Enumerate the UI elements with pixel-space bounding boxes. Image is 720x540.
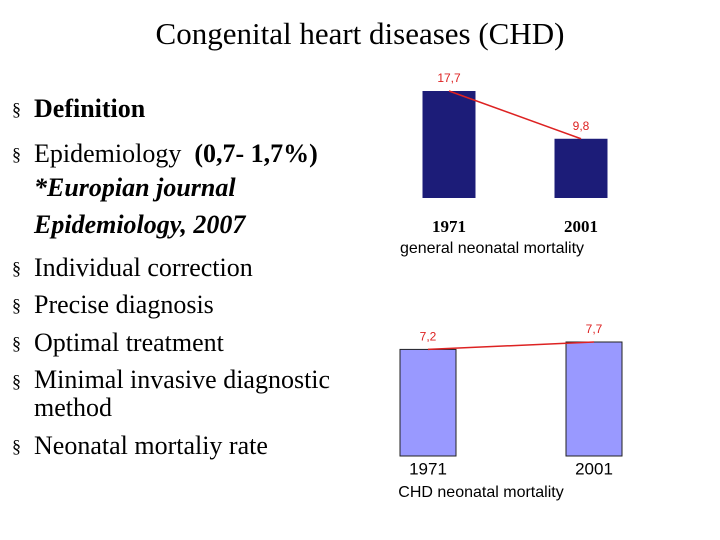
category-label: 1971 [409, 459, 447, 478]
bar [422, 91, 476, 198]
bullet: § Epidemiology (0,7- 1,7%) *Europian journ… [12, 139, 414, 243]
value-label: 17,7 [437, 71, 461, 85]
bullet: § Neonatal mortaliy rate [12, 431, 364, 461]
value-label: 7,2 [420, 330, 437, 344]
bar [565, 341, 623, 457]
trend-line [427, 341, 595, 351]
bullet-text: Precise diagnosis [34, 290, 214, 319]
x-axis-title: general neonatal mortality [400, 240, 584, 257]
bullet-text: Neonatal mortaliy rate [34, 431, 268, 460]
bullet-text: Individual correction [34, 253, 253, 282]
bullet: § Precise diagnosis [12, 290, 364, 320]
slide-title: Congenital heart diseases (CHD) [155, 16, 565, 51]
bullet: § Optimal treatment [12, 328, 364, 358]
bullet-text: Optimal treatment [34, 328, 224, 357]
category-label: 1971 [432, 217, 466, 236]
bullet-text: Epidemiology [34, 139, 182, 168]
bullet: § Definition [12, 94, 364, 124]
trend-line [448, 90, 582, 140]
category-label: 2001 [575, 459, 613, 478]
bullet: § Individual correction [12, 253, 364, 283]
bullet: § Minimal invasive diagnostic method [12, 366, 364, 422]
bullet-text: Definition [34, 94, 146, 123]
bar [399, 348, 457, 457]
category-label: 2001 [564, 217, 598, 236]
bullet-text: Minimal invasive diagnostic method [34, 365, 331, 422]
value-label: 9,8 [573, 119, 590, 133]
bullet-detail: (0,7- 1,7%) [194, 139, 318, 168]
x-axis-title: CHD neonatal mortality [398, 484, 563, 501]
value-label: 7,7 [586, 322, 603, 336]
bar [554, 138, 608, 198]
bullet-note: *Europian journal Epidemiology, 2007 [34, 173, 246, 239]
